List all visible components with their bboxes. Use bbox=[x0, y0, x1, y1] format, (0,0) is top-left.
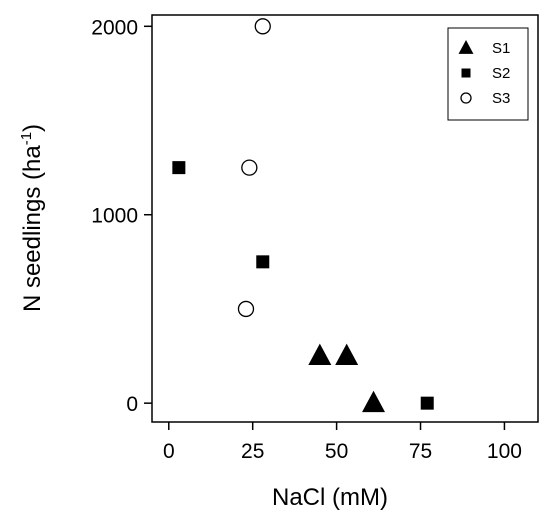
legend-box bbox=[447, 27, 529, 121]
data-point-s3 bbox=[241, 159, 258, 176]
data-point-s2 bbox=[420, 396, 434, 410]
data-point-s1 bbox=[335, 343, 359, 366]
x-tick-label: 100 bbox=[487, 440, 522, 463]
x-tick-label: 50 bbox=[325, 440, 348, 463]
legend-marker-s3 bbox=[460, 92, 472, 104]
legend-label: S2 bbox=[492, 65, 510, 82]
plot-frame bbox=[151, 14, 539, 423]
data-points bbox=[172, 18, 434, 413]
y-axis: 0 1000 2000 bbox=[91, 16, 152, 416]
legend: S1 S2 S3 bbox=[447, 27, 529, 121]
data-point-s2 bbox=[172, 161, 186, 175]
x-tick-label: 0 bbox=[163, 440, 175, 463]
legend-label: S3 bbox=[492, 90, 510, 107]
data-point-s3 bbox=[254, 18, 271, 35]
x-axis-title: NaCl (mM) bbox=[272, 484, 388, 511]
y-tick-label: 1000 bbox=[91, 205, 138, 228]
x-tick-label: 25 bbox=[241, 440, 264, 463]
legend-label: S1 bbox=[492, 40, 510, 57]
data-point-s3 bbox=[237, 300, 255, 318]
y-axis-title: N seedlings (ha-1) bbox=[18, 124, 46, 312]
legend-marker-s2 bbox=[461, 68, 471, 78]
y-tick-label: 0 bbox=[126, 393, 138, 416]
x-axis: 0 25 50 75 100 bbox=[163, 422, 522, 463]
data-point-s2 bbox=[256, 255, 270, 269]
data-point-s1 bbox=[308, 343, 332, 366]
data-point-s1 bbox=[362, 390, 386, 413]
legend-marker-s1 bbox=[458, 39, 474, 54]
y-tick-label: 2000 bbox=[91, 16, 138, 39]
x-tick-label: 75 bbox=[409, 440, 432, 463]
